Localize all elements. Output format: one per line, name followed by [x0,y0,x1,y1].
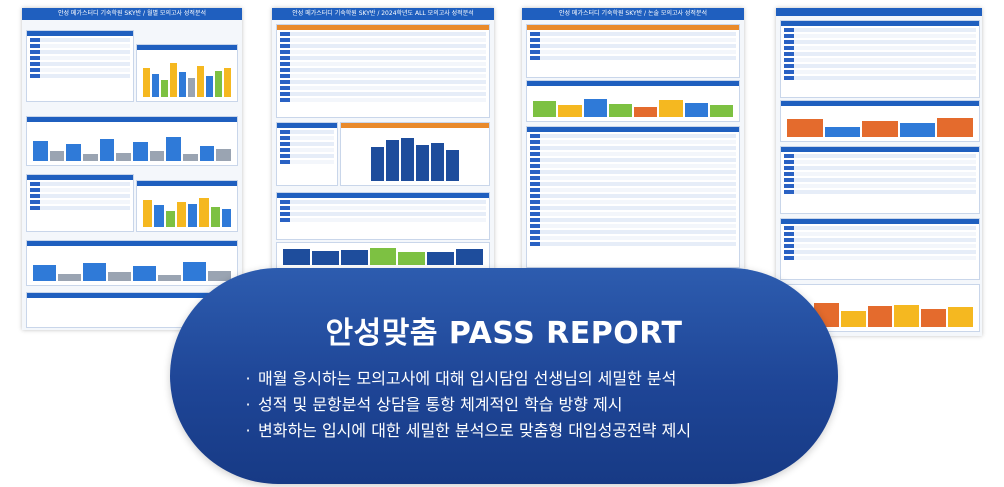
bullet-icon: · [245,369,251,388]
report-sheet-essay: 안성 메가스터디 기숙학원 SKY반 / 논술 모의고사 성적분석 [522,8,744,270]
detail-table [276,192,490,240]
banner-feature-list: · 매월 응시하는 모의고사에 대해 입시담임 선생님의 세밀한 분석 · 성적 및… [242,366,691,444]
score-bar-chart [136,44,238,102]
sheet-title [776,8,982,16]
sheet-title: 안성 메가스터디 기숙학원 SKY반 / 논술 모의고사 성적분석 [522,8,744,20]
trend-chart [340,122,490,186]
detail-grid [780,20,980,98]
score-table-2 [26,174,134,232]
banner-feature-text: 매월 응시하는 모의고사에 대해 입시담임 선생님의 세밀한 분석 [258,369,677,388]
banner-feature-item: · 매월 응시하는 모의고사에 대해 입시담임 선생님의 세밀한 분석 [242,366,691,392]
banner-feature-item: · 성적 및 문항분석 상담을 통항 체계적인 학습 방향 제시 [242,392,691,418]
sheet-title: 안성 메가스터디 기숙학원 SKY반 / 2024학년도 ALL 모의고사 성적… [272,8,494,20]
bullet-icon: · [245,395,251,414]
essay-chart [526,80,740,122]
report-sheet-detail [776,8,982,336]
pass-report-banner: 안성맞춤 PASS REPORT · 매월 응시하는 모의고사에 대해 입시담임 … [170,268,838,484]
score-bar-chart-2 [136,180,238,232]
essay-score-table [526,24,740,78]
essay-comment-table [526,126,740,268]
banner-title: 안성맞춤 PASS REPORT [325,316,683,351]
subject-bars [276,242,490,270]
banner-feature-text: 성적 및 문항분석 상담을 통항 체계적인 학습 방향 제시 [258,395,623,414]
sheet-title: 안성 메가스터디 기숙학원 SKY반 / 월별 모의고사 성적분석 [22,8,242,20]
detail-grid-3 [780,218,980,280]
rank-table [276,122,338,186]
detail-chart [780,100,980,142]
subject-charts [26,116,238,166]
report-sheet-all: 안성 메가스터디 기숙학원 SKY반 / 2024학년도 ALL 모의고사 성적… [272,8,494,270]
subject-charts-2 [26,240,238,286]
banner-feature-text: 변화하는 입시에 대한 세밀한 분석으로 맞춤형 대입성공전략 제시 [258,421,692,440]
all-score-table [276,24,490,118]
bullet-icon: · [245,421,251,440]
banner-feature-item: · 변화하는 입시에 대한 세밀한 분석으로 맞춤형 대입성공전략 제시 [242,418,691,444]
detail-grid-2 [780,146,980,214]
score-table [26,30,134,102]
report-sheet-monthly: 안성 메가스터디 기숙학원 SKY반 / 월별 모의고사 성적분석 [22,8,242,330]
